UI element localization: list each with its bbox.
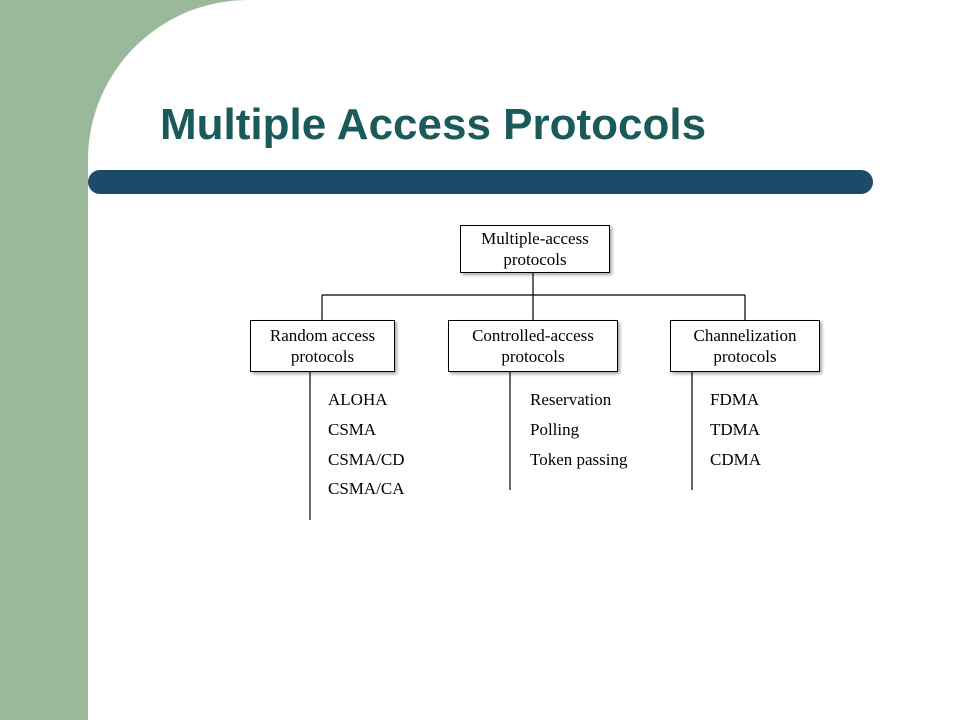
node-label-line: protocols [501,346,564,367]
node-label-line: protocols [713,346,776,367]
tree-child-node: Channelization protocols [670,320,820,372]
tree-leaf: CSMA/CD [328,445,405,475]
tree-leaf: Polling [530,415,628,445]
node-label-line: protocols [291,346,354,367]
tree-leaf: FDMA [710,385,761,415]
protocol-tree-diagram: Multiple-access protocols Random access … [250,225,850,575]
node-label-line: Multiple-access [481,228,589,249]
node-label-line: protocols [503,249,566,270]
tree-leaf: TDMA [710,415,761,445]
tree-leaf: ALOHA [328,385,405,415]
tree-child-node: Controlled-access protocols [448,320,618,372]
tree-leaf: CSMA [328,415,405,445]
tree-child-node: Random access protocols [250,320,395,372]
tree-leaf-list: Reservation Polling Token passing [530,385,628,474]
tree-leaf: Reservation [530,385,628,415]
title-underline [88,170,873,194]
tree-leaf: Token passing [530,445,628,475]
tree-leaf-list: FDMA TDMA CDMA [710,385,761,474]
slide-sidebar [0,0,88,720]
tree-root-node: Multiple-access protocols [460,225,610,273]
tree-leaf: CSMA/CA [328,474,405,504]
tree-leaf: CDMA [710,445,761,475]
slide-title: Multiple Access Protocols [160,100,706,150]
node-label-line: Controlled-access [472,325,594,346]
node-label-line: Random access [270,325,375,346]
node-label-line: Channelization [694,325,797,346]
tree-leaf-list: ALOHA CSMA CSMA/CD CSMA/CA [328,385,405,504]
